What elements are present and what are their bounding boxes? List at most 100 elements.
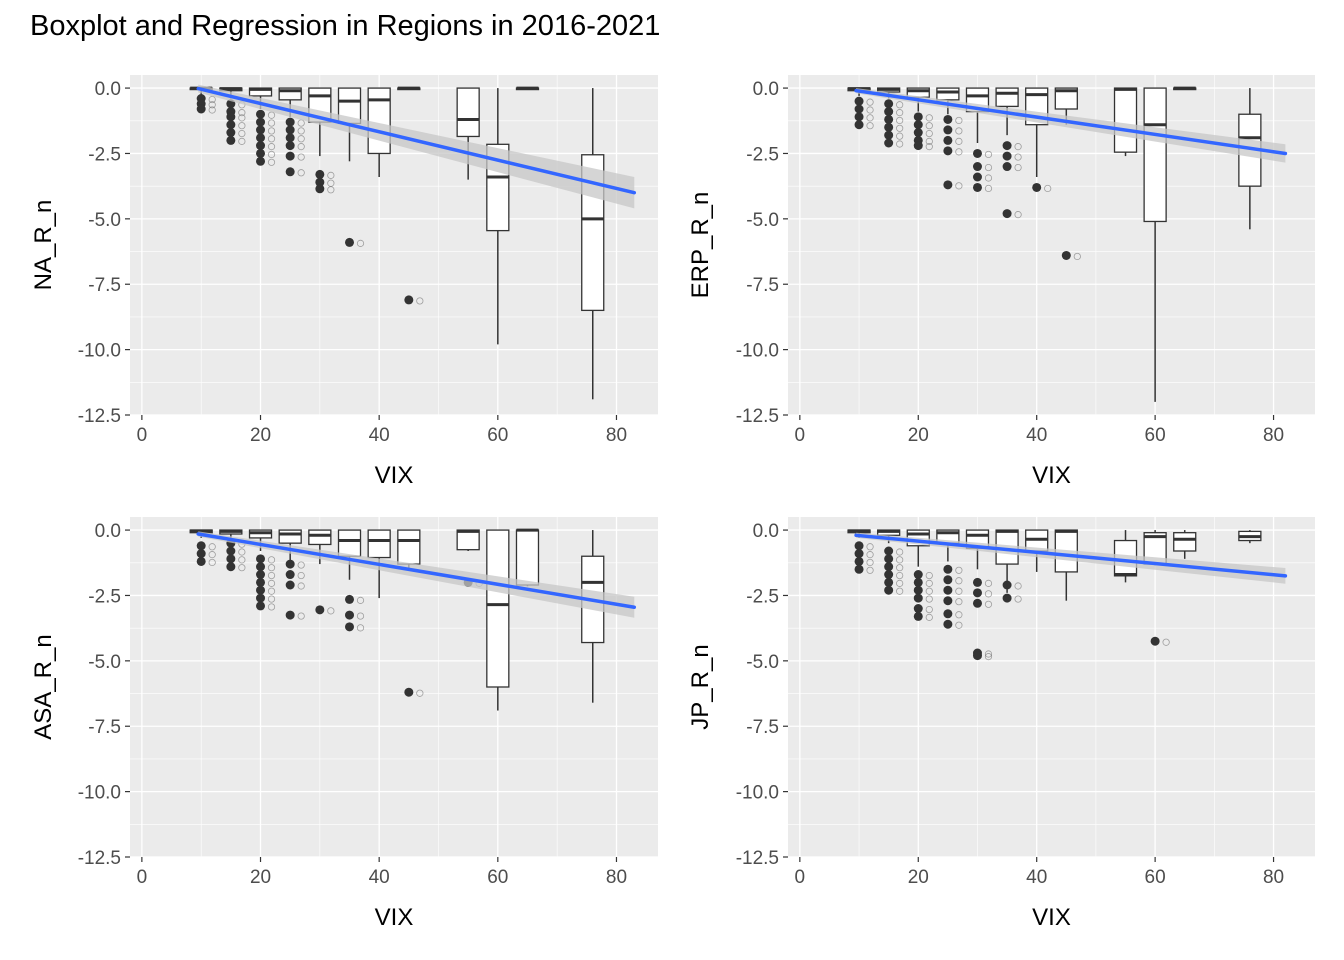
outlier-point xyxy=(943,564,953,574)
x-axis-title: VIX xyxy=(375,904,414,931)
box-body xyxy=(486,529,510,688)
jitter-point xyxy=(238,564,246,572)
outlier-point xyxy=(854,112,864,122)
jitter-point xyxy=(238,109,246,117)
outlier-point xyxy=(256,141,266,151)
outlier-point xyxy=(943,125,953,135)
jitter-point xyxy=(955,577,963,585)
jitter-point xyxy=(896,579,904,587)
outlier-point xyxy=(1002,162,1012,172)
outlier-point xyxy=(972,182,982,192)
jitter-point xyxy=(267,556,276,564)
jitter-point xyxy=(208,543,216,551)
outlier-point xyxy=(884,107,894,117)
panel-background xyxy=(130,517,658,857)
outlier-point xyxy=(943,114,953,124)
jitter-point xyxy=(955,182,963,190)
outlier-point xyxy=(256,156,266,166)
jitter-point xyxy=(955,598,963,606)
jitter-point xyxy=(356,239,365,247)
outlier-point xyxy=(256,562,266,572)
jitter-point xyxy=(866,106,874,114)
jitter-point xyxy=(267,127,276,135)
jitter-point xyxy=(1014,163,1022,172)
outlier-point xyxy=(884,585,894,595)
box-body xyxy=(995,87,1019,108)
jitter-point xyxy=(297,153,305,161)
x-tick-label: 0 xyxy=(795,425,806,446)
jitter-point xyxy=(896,587,904,595)
jitter-point xyxy=(267,158,276,166)
jitter-point xyxy=(267,135,276,143)
outlier-point xyxy=(196,549,206,559)
jitter-point xyxy=(238,122,246,130)
outlier-point xyxy=(285,570,295,580)
outlier-point xyxy=(884,546,894,556)
panel-erp-r-n: 0 20 40 60 80 0.0 -2.5 -5.0 -7.5 -10.0 -12.5 VIX ERP… xyxy=(687,75,1315,489)
outlier-point xyxy=(943,609,953,619)
box-body xyxy=(367,87,391,155)
outlier-point xyxy=(972,651,982,661)
outlier-point xyxy=(884,562,894,572)
jitter-point xyxy=(238,114,246,122)
jitter-point xyxy=(416,689,424,697)
y-tick-label: -5.0 xyxy=(88,210,121,231)
y-tick-label: -12.5 xyxy=(736,406,779,427)
jitter-point xyxy=(327,186,335,194)
regression-line xyxy=(854,88,1288,156)
y-tick-label: 0.0 xyxy=(95,79,121,100)
jitter-point xyxy=(297,169,305,177)
y-tick-label: -7.5 xyxy=(88,275,121,296)
outlier-point xyxy=(315,184,325,194)
jitter-point xyxy=(1044,184,1052,193)
jitter-point xyxy=(1014,595,1022,603)
x-tick-label: 20 xyxy=(250,425,271,446)
box-body xyxy=(456,529,480,551)
jitter-point xyxy=(984,653,993,661)
outlier-point xyxy=(285,117,295,127)
outlier-point xyxy=(884,570,894,580)
outlier-point xyxy=(884,122,894,132)
outlier-point xyxy=(315,605,325,615)
jitter-point xyxy=(238,129,246,138)
y-tick-label: -7.5 xyxy=(746,275,779,296)
jitter-point xyxy=(984,184,993,193)
outlier-point xyxy=(196,556,206,566)
outlier-point xyxy=(943,135,953,145)
y-axis-title: ERP_R_n xyxy=(687,192,714,299)
jitter-point xyxy=(297,582,305,590)
outlier-point xyxy=(256,117,266,127)
box-body xyxy=(308,529,332,546)
y-tick-label: -10.0 xyxy=(78,783,121,804)
outlier-point xyxy=(285,151,295,161)
outlier-point xyxy=(854,96,864,106)
x-tick-label: 20 xyxy=(908,867,929,888)
outlier-point xyxy=(315,169,325,179)
outlier-point xyxy=(1002,209,1012,219)
jitter-point xyxy=(896,140,904,148)
outlier-point xyxy=(1061,250,1071,260)
jitter-point xyxy=(297,135,305,143)
jitter-point xyxy=(866,543,874,551)
jitter-point xyxy=(297,612,305,620)
jitter-point xyxy=(984,174,993,182)
jitter-point xyxy=(267,595,276,603)
outlier-point xyxy=(256,593,266,603)
jitter-point xyxy=(208,106,216,114)
outlier-point xyxy=(256,148,266,158)
jitter-point xyxy=(1162,638,1170,646)
outlier-point xyxy=(913,611,923,621)
outlier-point xyxy=(226,562,236,572)
outlier-point xyxy=(1032,182,1042,192)
jitter-point xyxy=(238,137,246,145)
outlier-point xyxy=(884,554,894,564)
jitter-point xyxy=(208,558,216,567)
jitter-point xyxy=(984,590,993,598)
x-tick-label: 60 xyxy=(487,425,508,446)
x-tick-label: 40 xyxy=(1026,425,1047,446)
jitter-point xyxy=(416,297,424,305)
outlier-point xyxy=(884,99,894,109)
jitter-point xyxy=(297,127,305,135)
outlier-point xyxy=(226,554,236,564)
y-tick-label: -5.0 xyxy=(88,652,121,673)
